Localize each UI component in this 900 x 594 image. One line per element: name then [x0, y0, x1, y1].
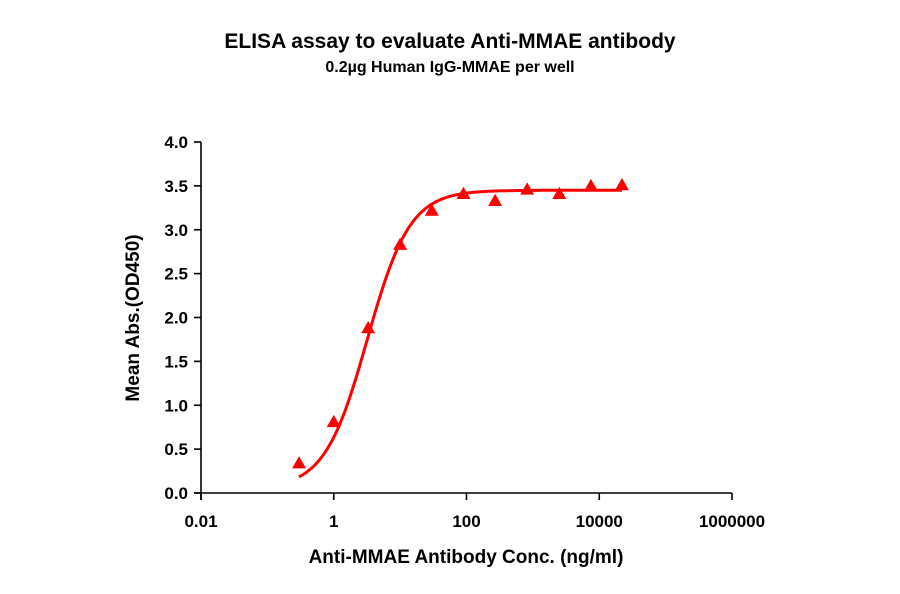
y-tick-label: 1.5 [164, 352, 188, 371]
x-tick-label: 1 [329, 512, 338, 531]
x-tick-label: 0.01 [184, 512, 217, 531]
chart-title: ELISA assay to evaluate Anti-MMAE antibo… [224, 30, 676, 53]
triangle-marker [424, 203, 439, 216]
y-tick-label: 3.0 [164, 221, 188, 240]
y-tick-label: 4.0 [164, 133, 188, 152]
triangle-marker [456, 186, 471, 200]
triangle-marker [326, 414, 341, 428]
y-tick-label: 2.0 [164, 309, 188, 328]
triangle-marker [614, 177, 629, 191]
chart-subtitle: 0.2µg Human IgG-MMAE per well [325, 59, 575, 76]
fit-curve-line [298, 188, 622, 479]
y-tick-label: 0.5 [164, 440, 188, 459]
y-axis-label: Mean Abs.(OD450) [123, 234, 144, 401]
fit-curve [298, 188, 622, 479]
triangle-marker [583, 178, 598, 192]
y-tick-label: 2.5 [164, 265, 188, 284]
triangle-marker [488, 193, 503, 207]
x-tick-label: 10000 [576, 512, 623, 531]
triangle-marker [552, 186, 567, 200]
x-axis-label: Anti-MMAE Antibody Conc. (ng/ml) [309, 547, 624, 568]
y-tick-label: 1.0 [164, 396, 188, 415]
x-tick-label: 1000000 [699, 512, 765, 531]
triangle-marker [292, 456, 307, 469]
axes: 0.0 0.5 1.0 1.5 2.0 2.5 3.0 3.5 4.0 0.01 1 100 10000… [164, 133, 765, 531]
triangle-marker [393, 237, 408, 250]
triangle-marker [520, 182, 535, 195]
y-tick-label: 3.5 [164, 177, 188, 196]
data-points [292, 177, 629, 469]
triangle-marker [361, 321, 376, 334]
x-tick-label: 100 [452, 512, 480, 531]
y-tick-label: 0.0 [164, 484, 188, 503]
